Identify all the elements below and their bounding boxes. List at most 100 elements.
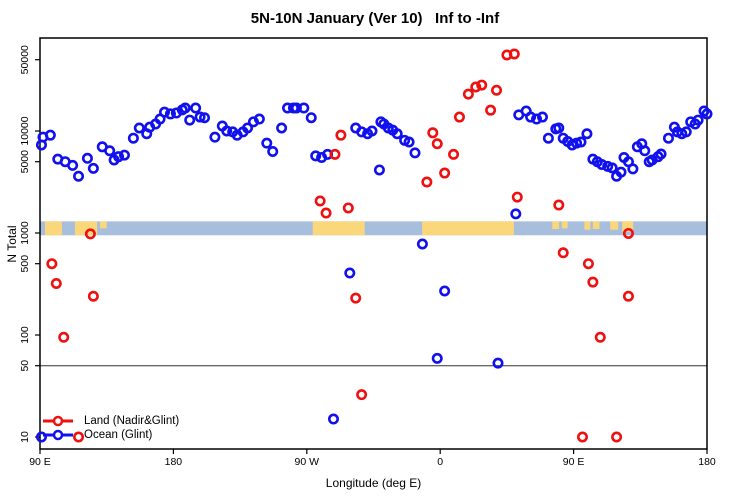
- data-point-land: [439, 167, 451, 179]
- data-point-ocean: [416, 238, 428, 250]
- data-point-land: [491, 84, 503, 96]
- legend: Land (Nadir&Glint) Ocean (Glint): [42, 414, 179, 442]
- data-point-ocean: [113, 151, 125, 163]
- data-point-ocean: [73, 170, 85, 182]
- land-series-key-icon: [43, 415, 73, 427]
- data-point-ocean: [164, 108, 176, 120]
- data-point-land: [448, 148, 460, 160]
- data-point-land: [73, 431, 85, 443]
- data-point-ocean: [133, 122, 145, 134]
- y-tick-label: 50000: [19, 45, 31, 74]
- data-point-ocean: [344, 267, 356, 279]
- map-band-ocean: [40, 221, 707, 236]
- data-point-ocean: [67, 159, 79, 171]
- data-point-ocean: [190, 102, 202, 114]
- data-point-ocean: [242, 122, 254, 134]
- data-point-land: [587, 276, 599, 288]
- data-point-land: [622, 290, 634, 302]
- data-point-ocean: [510, 208, 522, 220]
- data-point-land: [58, 331, 70, 343]
- data-point-ocean: [373, 164, 385, 176]
- data-point-ocean: [606, 162, 618, 174]
- data-point-land: [427, 127, 439, 139]
- data-point-land: [50, 277, 62, 289]
- data-point-ocean: [305, 112, 317, 124]
- legend-label-land: Land (Nadir&Glint): [84, 415, 180, 427]
- data-point-ocean: [199, 112, 211, 124]
- data-point-ocean: [127, 132, 139, 144]
- map-band-land-patch: [592, 221, 600, 230]
- data-point-ocean: [409, 147, 421, 159]
- data-point-land: [470, 81, 482, 93]
- data-point-land: [314, 195, 326, 207]
- data-point-ocean: [356, 126, 368, 138]
- data-point-land: [431, 138, 443, 150]
- data-point-land: [553, 199, 565, 211]
- data-point-land: [485, 104, 497, 116]
- map-band-land-patch: [312, 221, 365, 236]
- data-point-ocean: [87, 162, 99, 174]
- data-point-ocean: [431, 352, 443, 364]
- data-point-ocean: [44, 129, 56, 141]
- data-point-ocean: [581, 128, 593, 140]
- data-point-ocean: [692, 114, 704, 126]
- data-point-ocean: [179, 102, 191, 114]
- map-band-land-patch: [552, 221, 560, 230]
- y-tick-label: 100: [19, 326, 31, 344]
- data-point-ocean: [542, 132, 554, 144]
- data-point-land: [462, 88, 474, 100]
- y-tick-label: 50: [19, 360, 31, 372]
- data-point-ocean: [701, 108, 713, 120]
- data-point-ocean: [662, 132, 674, 144]
- data-point-ocean: [391, 128, 403, 140]
- data-point-ocean: [81, 152, 93, 164]
- data-point-land: [582, 258, 594, 270]
- data-point-land: [329, 148, 341, 160]
- data-point-land: [622, 227, 634, 239]
- data-point-ocean: [525, 111, 537, 123]
- data-point-land: [453, 111, 465, 123]
- data-point-ocean: [596, 158, 608, 170]
- data-point-ocean: [366, 125, 378, 137]
- data-point-ocean: [575, 136, 587, 148]
- map-band-land-patch: [45, 221, 62, 236]
- data-point-land: [342, 202, 354, 214]
- y-tick-label: 5000: [19, 150, 31, 174]
- y-tick-label: 1000: [19, 221, 31, 245]
- x-tick-label: 180: [698, 456, 716, 468]
- data-point-land: [594, 331, 606, 343]
- map-band-land-patch: [422, 221, 514, 236]
- data-point-land: [421, 176, 433, 188]
- data-point-ocean: [403, 136, 415, 148]
- data-point-ocean: [194, 111, 206, 123]
- data-point-ocean: [159, 106, 171, 118]
- data-point-ocean: [221, 125, 233, 137]
- map-band-land-patch: [74, 221, 98, 236]
- data-point-ocean: [655, 148, 667, 160]
- data-point-land: [320, 207, 332, 219]
- map-band-land-patch: [584, 221, 591, 230]
- map-band-land-patch: [100, 221, 107, 229]
- y-tick-label: 10000: [19, 116, 31, 145]
- legend-item-ocean: Ocean (Glint): [42, 428, 179, 442]
- map-band-land-patch: [622, 221, 634, 232]
- x-tick-label: 90 E: [29, 456, 51, 468]
- legend-item-land: Land (Nadir&Glint): [42, 414, 179, 428]
- ocean-series-key-icon: [43, 429, 73, 441]
- data-point-ocean: [310, 150, 322, 162]
- data-point-land: [557, 247, 569, 259]
- x-tick-label: 180: [165, 456, 183, 468]
- y-tick-label: 10: [19, 431, 31, 443]
- data-point-ocean: [209, 131, 221, 143]
- data-point-land: [611, 431, 623, 443]
- data-point-ocean: [253, 113, 265, 125]
- map-band-land-patch: [561, 221, 568, 229]
- data-point-land: [511, 191, 523, 203]
- data-point-ocean: [261, 137, 273, 149]
- data-point-land: [576, 431, 588, 443]
- data-point-ocean: [104, 145, 116, 157]
- data-point-ocean: [267, 145, 279, 157]
- data-point-ocean: [35, 431, 47, 443]
- x-axis-title: Longitude (deg E): [325, 476, 422, 490]
